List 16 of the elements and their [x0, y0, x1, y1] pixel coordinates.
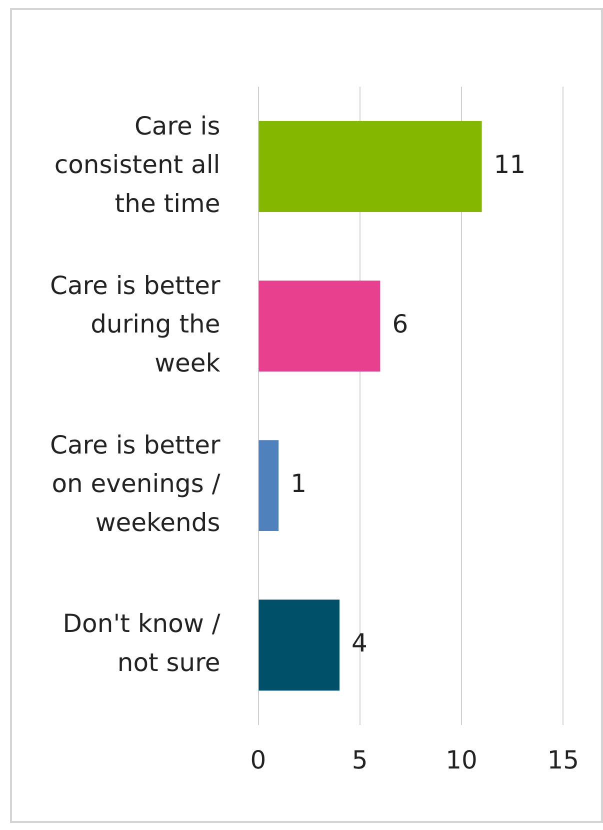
y-tick-label: Don't know / not sure	[62, 609, 221, 677]
x-tick-label: 15	[547, 745, 579, 774]
data-label: 1	[290, 469, 306, 498]
x-tick-label: 0	[250, 745, 266, 774]
x-tick-label: 5	[352, 745, 368, 774]
bar	[258, 121, 482, 212]
bar	[258, 440, 279, 532]
bar	[258, 280, 380, 372]
bar	[258, 600, 340, 691]
x-tick-label: 10	[446, 745, 478, 774]
data-label: 6	[392, 310, 408, 339]
y-tick-label: Care is consistent all the time	[54, 111, 220, 218]
y-tick-label: Care is better on evenings / weekends	[50, 430, 221, 537]
y-tick-label: Care is better during the week	[50, 270, 221, 378]
data-label: 11	[494, 150, 526, 180]
data-label: 4	[352, 628, 368, 658]
